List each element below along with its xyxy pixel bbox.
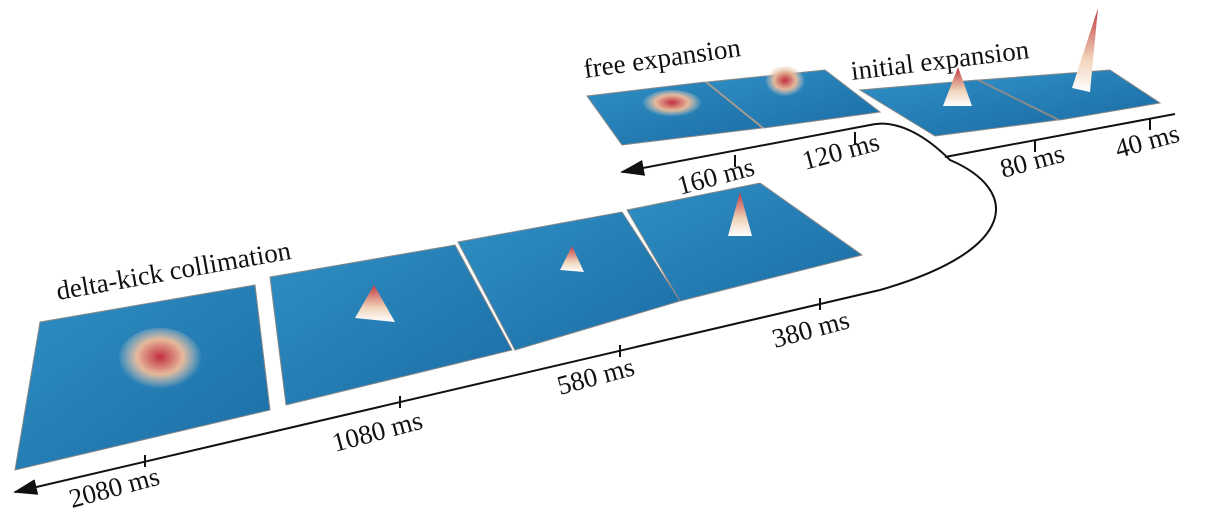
- time-label: 380 ms: [769, 304, 853, 353]
- figure: free expansion initial expansion delta-k…: [0, 0, 1205, 515]
- bottom-panels: [15, 183, 862, 470]
- stage-label: free expansion: [582, 32, 743, 84]
- time-label: 580 ms: [554, 351, 638, 400]
- time-label: 1080 ms: [329, 405, 426, 458]
- time-label: 120 ms: [799, 126, 883, 175]
- stage-label: delta-kick collimation: [54, 235, 294, 306]
